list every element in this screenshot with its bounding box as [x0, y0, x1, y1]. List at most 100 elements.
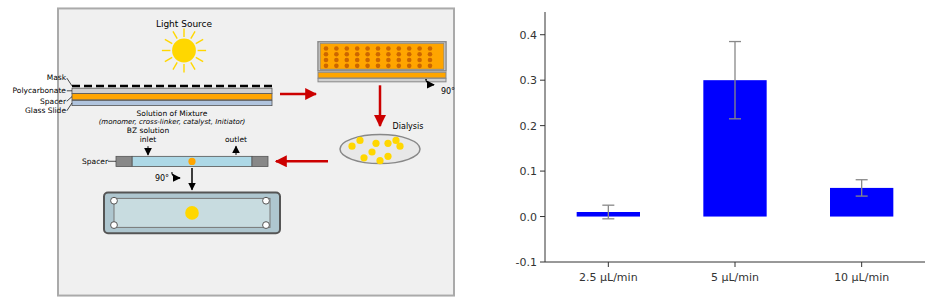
diagram-border — [58, 8, 454, 295]
gel-dot — [365, 58, 370, 63]
device-gel — [185, 206, 199, 220]
rotation-arrow — [426, 79, 434, 85]
annotation: Glass Slide — [25, 106, 66, 115]
gel-dot — [324, 52, 329, 57]
gel-particle — [372, 140, 379, 147]
sun-ray — [162, 50, 171, 51]
gel-dot — [407, 46, 412, 51]
gel-particle — [376, 157, 383, 164]
gel-dot — [345, 58, 350, 63]
error-bar-stem — [861, 180, 862, 196]
sun-ray — [165, 57, 172, 61]
channel — [132, 156, 252, 166]
error-bar-stem — [734, 42, 735, 119]
annotation: Polycarbonate — [13, 86, 67, 95]
gel-dot — [407, 58, 412, 63]
annotation: (monomer, cross-linker, catalyst, Initia… — [99, 118, 246, 126]
leader-line — [67, 90, 72, 91]
gel-dot — [428, 46, 433, 51]
gel-dot — [355, 64, 360, 69]
gel-dot — [324, 64, 329, 69]
sun-ray — [165, 39, 172, 43]
device-well — [263, 197, 270, 204]
annotation: Light Source — [156, 19, 213, 29]
x-tick-label: 2.5 μL/min — [579, 271, 638, 284]
error-bar — [729, 42, 741, 119]
gel-dot — [376, 52, 381, 57]
flow-arrow — [148, 146, 149, 155]
annotation: Solution of Mixture — [137, 109, 208, 118]
device-well — [111, 197, 118, 204]
gel-dot — [386, 52, 391, 57]
gel-particle — [392, 137, 399, 144]
y-tick-label: 0.1 — [520, 165, 538, 178]
x-tick — [608, 262, 609, 267]
leader-line — [67, 78, 72, 86]
annotation-line: inlet — [140, 135, 157, 144]
gel-dot — [365, 46, 370, 51]
error-bar — [602, 205, 614, 219]
gel-particle — [384, 140, 391, 147]
x-tick-label: 10 μL/min — [834, 271, 889, 284]
gel-dot — [376, 58, 381, 63]
x-tick — [735, 262, 736, 267]
annotation: Spacer — [40, 97, 67, 106]
y-tick-label: 0.2 — [520, 120, 538, 133]
process-arrow — [191, 168, 193, 190]
gel-dot — [428, 52, 433, 57]
gel-border — [318, 42, 446, 71]
annotation: 90° — [441, 87, 455, 96]
error-bar — [856, 180, 868, 196]
spacer-block — [252, 156, 268, 166]
device-inner — [114, 198, 270, 227]
process-arrow — [276, 160, 328, 163]
sun-ray — [173, 62, 177, 69]
chart-root: Light Source Mask Polycarbonate SpacerGlass… — [0, 0, 939, 297]
annotation: Dialysis — [393, 122, 424, 131]
gel-dot — [376, 46, 381, 51]
gel-dot — [397, 58, 402, 63]
sun-ray — [196, 57, 203, 61]
gel-dot — [334, 52, 339, 57]
annotation: Mask — [47, 73, 67, 82]
error-bar-cap — [729, 118, 741, 119]
gel-dot — [386, 64, 391, 69]
sun-ray — [173, 31, 177, 38]
gel-dot — [397, 64, 402, 69]
y-tick — [540, 171, 545, 172]
plot-area — [577, 42, 894, 219]
sun-ray — [198, 50, 207, 51]
sun-ray — [183, 64, 184, 73]
gel-dot — [324, 46, 329, 51]
y-tick — [540, 125, 545, 126]
gel-particle — [348, 143, 355, 150]
error-bar-cap — [856, 179, 868, 180]
annotation: 90° — [155, 174, 169, 183]
rotation-arrow — [172, 172, 180, 178]
error-bar-cap — [856, 195, 868, 196]
process-arrow — [280, 93, 316, 96]
gel-dot — [376, 64, 381, 69]
gel-particle — [356, 137, 363, 144]
gel-dot — [417, 52, 422, 57]
flow-arrow — [236, 146, 237, 155]
gel-particle — [384, 153, 391, 160]
gel-slice — [318, 72, 446, 78]
device-well — [111, 222, 118, 229]
y-axis-line — [545, 12, 546, 262]
chart-svg: Light Source Mask Polycarbonate SpacerGlass… — [0, 0, 939, 297]
glass-slide — [72, 100, 272, 105]
spacer-layer — [72, 93, 272, 99]
gel-dot — [334, 58, 339, 63]
y-tick-label: 0.4 — [520, 29, 538, 42]
annotation: outlet — [225, 135, 247, 144]
y-tick-label: 0.3 — [520, 74, 538, 87]
leader-line — [67, 103, 72, 111]
gel-dot — [345, 52, 350, 57]
gel-dot — [386, 58, 391, 63]
sun-ray — [191, 62, 195, 69]
y-tick — [540, 262, 545, 263]
gel-dot — [355, 46, 360, 51]
sun-ray — [183, 28, 184, 37]
polycarbonate-layer — [72, 88, 272, 93]
